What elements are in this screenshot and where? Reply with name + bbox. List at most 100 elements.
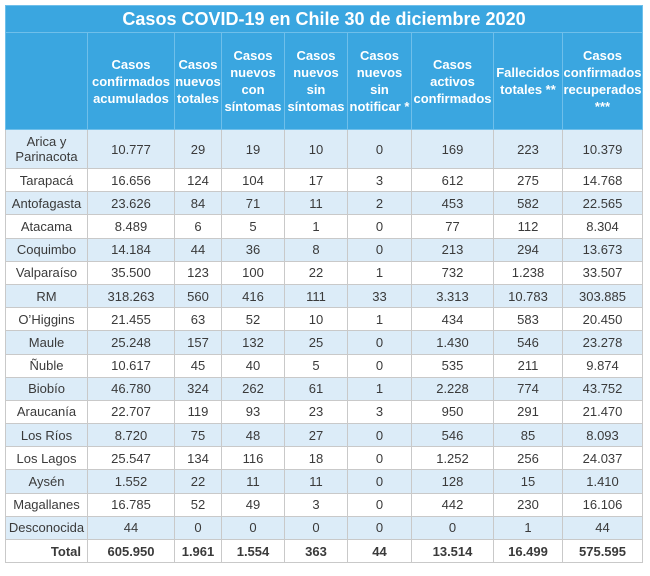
table-cell: 1.252	[411, 446, 494, 471]
table-cell: 0	[221, 515, 285, 541]
table-cell: 35.500	[87, 260, 175, 285]
region-name: Desconocida	[5, 515, 88, 541]
table-cell: 49	[221, 492, 285, 517]
region-name: Biobío	[5, 376, 88, 401]
table-row: Aysén 1.552 22 11 11 0 128 15 1.410	[5, 469, 644, 494]
table-cell: 52	[221, 307, 285, 332]
region-name: Antofagasta	[5, 191, 88, 216]
table-cell: 0	[347, 423, 412, 448]
table-cell: 318.263	[87, 283, 175, 309]
column-header: Casos nuevos sin síntomas	[284, 32, 348, 130]
table-cell: 45	[174, 353, 222, 378]
table-cell: 48	[221, 423, 285, 448]
table-cell: 10	[284, 307, 348, 332]
table-cell: 124	[174, 167, 222, 193]
region-name: RM	[5, 283, 88, 309]
table-cell: 20.450	[561, 307, 644, 332]
table-cell: 262	[221, 376, 285, 401]
table-cell: 85	[493, 423, 563, 448]
region-name: Maule	[5, 330, 88, 355]
table-cell: 583	[493, 307, 563, 332]
total-cell: 44	[347, 539, 412, 563]
table-cell: 77	[411, 214, 494, 239]
table-cell: 112	[493, 214, 563, 239]
table-cell: 40	[221, 353, 285, 378]
region-name: Arica y Parinacota	[5, 129, 88, 169]
table-cell: 23.626	[87, 191, 175, 216]
table-cell: 230	[493, 492, 563, 517]
table-cell: 16.785	[87, 492, 175, 517]
table-cell: 104	[221, 167, 285, 193]
table-cell: 5	[221, 214, 285, 239]
region-name: Valparaíso	[5, 260, 88, 285]
table-cell: 0	[347, 237, 412, 262]
table-cell: 8.093	[561, 423, 644, 448]
table-cell: 950	[411, 399, 494, 425]
table-cell: 10.379	[561, 129, 644, 169]
table-cell: 71	[221, 191, 285, 216]
table-cell: 0	[347, 214, 412, 239]
table-cell: 14.768	[561, 167, 644, 193]
table-cell: 43.752	[561, 376, 644, 401]
table-cell: 23.278	[561, 330, 644, 355]
table-cell: 10.783	[493, 283, 563, 309]
table-cell: 44	[174, 237, 222, 262]
table-cell: 1.238	[493, 260, 563, 285]
table-cell: 5	[284, 353, 348, 378]
region-name: Aysén	[5, 469, 88, 494]
table-cell: 11	[221, 469, 285, 494]
table-row: Antofagasta 23.626 84 71 11 2 453 582 22.565	[5, 191, 644, 216]
table-cell: 416	[221, 283, 285, 309]
column-header: Casos nuevos sin notificar *	[347, 32, 412, 130]
total-cell: 1.961	[174, 539, 222, 563]
table-cell: 8.489	[87, 214, 175, 239]
table-cell: 22.707	[87, 399, 175, 425]
table-cell: 52	[174, 492, 222, 517]
column-header: Casos nuevos con síntomas	[221, 32, 285, 130]
table-cell: 0	[174, 515, 222, 541]
column-header: Casos confirmados acumulados	[87, 32, 175, 130]
table-cell: 24.037	[561, 446, 644, 471]
table-cell: 0	[347, 330, 412, 355]
table-cell: 1.552	[87, 469, 175, 494]
table-row: Los Lagos 25.547 134 116 18 0 1.252 256 24.037	[5, 446, 644, 471]
table-cell: 2.228	[411, 376, 494, 401]
table-cell: 132	[221, 330, 285, 355]
table-cell: 22	[284, 260, 348, 285]
header-row: Casos confirmados acumulados Casos nuevo…	[5, 32, 644, 130]
table-cell: 15	[493, 469, 563, 494]
table-cell: 1.430	[411, 330, 494, 355]
table-row: Maule 25.248 157 132 25 0 1.430 546 23.278	[5, 330, 644, 355]
table-cell: 10.617	[87, 353, 175, 378]
table-row: Valparaíso 35.500 123 100 22 1 732 1.238 33.507	[5, 260, 644, 285]
table-row: Araucanía 22.707 119 93 23 3 950 291 21.470	[5, 399, 644, 425]
table-row: O’Higgins 21.455 63 52 10 1 434 583 20.450	[5, 307, 644, 332]
table-cell: 111	[284, 283, 348, 309]
table-cell: 21.470	[561, 399, 644, 425]
table-cell: 13.673	[561, 237, 644, 262]
table-cell: 23	[284, 399, 348, 425]
table-cell: 123	[174, 260, 222, 285]
covid-cases-table: Casos COVID-19 en Chile 30 de diciembre …	[4, 5, 644, 563]
table-cell: 22.565	[561, 191, 644, 216]
table-cell: 211	[493, 353, 563, 378]
table-cell: 1	[493, 515, 563, 541]
table-cell: 157	[174, 330, 222, 355]
table-cell: 10	[284, 129, 348, 169]
table-cell: 2	[347, 191, 412, 216]
table-cell: 3	[347, 399, 412, 425]
table-cell: 29	[174, 129, 222, 169]
table-cell: 6	[174, 214, 222, 239]
table-cell: 213	[411, 237, 494, 262]
table-cell: 3	[347, 167, 412, 193]
table-cell: 84	[174, 191, 222, 216]
table-cell: 19	[221, 129, 285, 169]
column-header: Casos confirmados recuperados ***	[561, 32, 644, 130]
table-cell: 16.656	[87, 167, 175, 193]
table-cell: 275	[493, 167, 563, 193]
table-row: Desconocida 44 0 0 0 0 0 1 44	[5, 515, 644, 541]
table-cell: 100	[221, 260, 285, 285]
table-row: Biobío 46.780 324 262 61 1 2.228 774 43.752	[5, 376, 644, 401]
table-row: Tarapacá 16.656 124 104 17 3 612 275 14.768	[5, 167, 644, 193]
table-row: Los Ríos 8.720 75 48 27 0 546 85 8.093	[5, 423, 644, 448]
